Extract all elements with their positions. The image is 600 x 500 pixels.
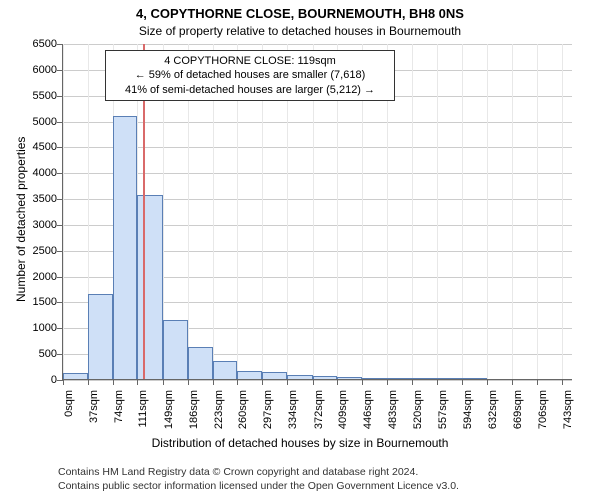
histogram-bar xyxy=(362,378,387,379)
x-tick-label: 446sqm xyxy=(362,390,374,430)
histogram-bar xyxy=(412,378,437,379)
x-tick-label: 409sqm xyxy=(337,390,349,430)
histogram-bar xyxy=(237,371,262,379)
footer-line2: Contains public sector information licen… xyxy=(58,480,459,494)
y-tick-label: 5000 xyxy=(17,116,57,128)
y-tick-label: 6500 xyxy=(17,38,57,50)
x-tick-label: 74sqm xyxy=(113,390,125,430)
histogram-bar xyxy=(88,294,113,379)
histogram-bar xyxy=(188,347,213,379)
histogram-bar xyxy=(287,375,313,379)
histogram-bar xyxy=(113,116,138,379)
histogram-bar xyxy=(437,378,462,379)
x-tick-label: 223sqm xyxy=(213,390,225,430)
x-tick-label: 594sqm xyxy=(462,390,474,430)
x-tick-label: 483sqm xyxy=(387,390,399,430)
property-size-chart: 4, COPYTHORNE CLOSE, BOURNEMOUTH, BH8 0N… xyxy=(0,0,600,500)
histogram-bar xyxy=(63,373,88,379)
histogram-bar xyxy=(137,195,163,379)
x-axis-label: Distribution of detached houses by size … xyxy=(0,436,600,450)
histogram-bar xyxy=(163,320,188,379)
y-tick-label: 1000 xyxy=(17,322,57,334)
annotation-box: 4 COPYTHORNE CLOSE: 119sqm ← 59% of deta… xyxy=(105,50,395,101)
x-tick-label: 706sqm xyxy=(537,390,549,430)
y-tick-label: 5500 xyxy=(17,90,57,102)
x-tick-label: 520sqm xyxy=(412,390,424,430)
x-tick-label: 372sqm xyxy=(313,390,325,430)
histogram-bar xyxy=(213,361,238,379)
y-tick-label: 6000 xyxy=(17,64,57,76)
histogram-bar xyxy=(462,378,488,379)
annotation-line2: ← 59% of detached houses are smaller (7,… xyxy=(112,68,388,82)
x-tick-label: 334sqm xyxy=(287,390,299,430)
annotation-line3: 41% of semi-detached houses are larger (… xyxy=(112,83,388,97)
y-axis-label: Number of detached properties xyxy=(14,137,28,302)
x-tick-label: 260sqm xyxy=(237,390,249,430)
histogram-bar xyxy=(387,378,412,379)
x-tick-label: 743sqm xyxy=(562,390,574,430)
footer-line1: Contains HM Land Registry data © Crown c… xyxy=(58,466,459,480)
y-tick-label: 500 xyxy=(17,348,57,360)
chart-subtitle: Size of property relative to detached ho… xyxy=(0,24,600,38)
x-tick-label: 297sqm xyxy=(262,390,274,430)
histogram-bar xyxy=(337,377,362,379)
footer-attribution: Contains HM Land Registry data © Crown c… xyxy=(58,466,459,493)
x-tick-label: 557sqm xyxy=(437,390,449,430)
x-tick-label: 186sqm xyxy=(188,390,200,430)
x-tick-label: 149sqm xyxy=(163,390,175,430)
x-tick-label: 111sqm xyxy=(137,390,149,430)
x-tick-label: 632sqm xyxy=(487,390,499,430)
x-tick-label: 37sqm xyxy=(88,390,100,430)
histogram-bar xyxy=(313,376,338,379)
chart-title: 4, COPYTHORNE CLOSE, BOURNEMOUTH, BH8 0N… xyxy=(0,6,600,21)
annotation-line1: 4 COPYTHORNE CLOSE: 119sqm xyxy=(112,54,388,68)
x-tick-label: 0sqm xyxy=(63,390,75,430)
histogram-bar xyxy=(262,372,287,379)
x-tick-label: 669sqm xyxy=(512,390,524,430)
y-tick-label: 0 xyxy=(17,374,57,386)
